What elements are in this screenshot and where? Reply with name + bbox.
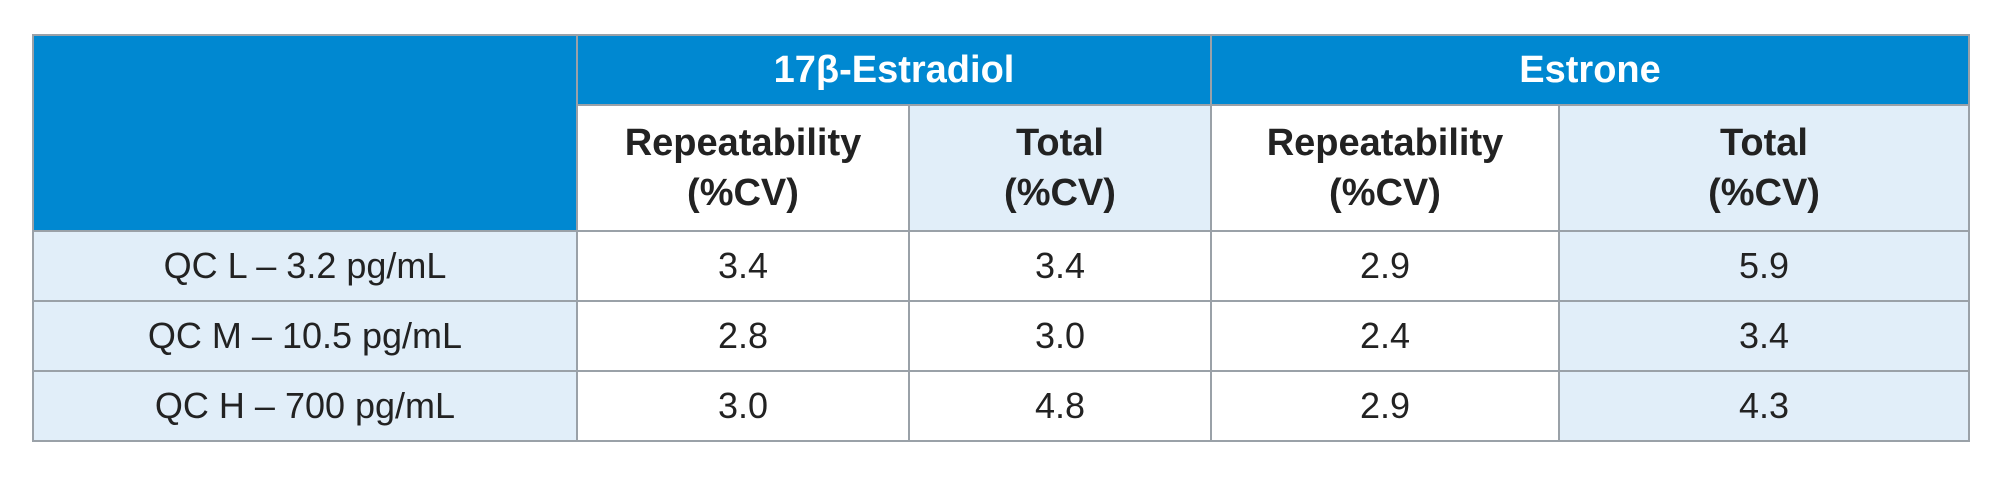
table-cell: 5.9 xyxy=(1557,230,1971,302)
table-cell: 4.3 xyxy=(1557,370,1971,442)
table-cell: 3.4 xyxy=(576,230,910,302)
row-label: QC M – 10.5 pg/mL xyxy=(32,300,578,372)
group-header-row: 17β-Estradiol Estrone xyxy=(32,34,1971,232)
subheader-estradiol-repeatability: Repeatability (%CV) xyxy=(576,104,910,232)
table-row: QC L – 3.2 pg/mL 3.4 3.4 2.9 5.9 xyxy=(32,230,1971,302)
table-cell: 3.4 xyxy=(908,230,1212,302)
table-cell: 2.4 xyxy=(1210,300,1560,372)
subheader-line: Repeatability xyxy=(1266,122,1504,164)
subheader-line: (%CV) xyxy=(1708,172,1820,214)
table-cell: 2.9 xyxy=(1210,230,1560,302)
subheader-row: Repeatability (%CV) Total (%CV) Repeatab… xyxy=(33,104,1971,232)
table-row: QC M – 10.5 pg/mL 2.8 3.0 2.4 3.4 xyxy=(32,300,1971,372)
row-label: QC H – 700 pg/mL xyxy=(32,370,578,442)
table-cell: 3.0 xyxy=(576,370,910,442)
table-cell: 3.0 xyxy=(908,300,1212,372)
table-cell: 2.8 xyxy=(576,300,910,372)
group-header-estrone: Estrone xyxy=(1209,34,1971,106)
table-cell: 4.8 xyxy=(908,370,1212,442)
subheader-estradiol-total: Total (%CV) xyxy=(908,104,1212,232)
table-cell: 3.4 xyxy=(1557,300,1971,372)
corner-cell xyxy=(32,34,578,232)
subheader-line: (%CV) xyxy=(687,172,799,214)
group-header-estradiol: 17β-Estradiol xyxy=(576,34,1212,106)
subheader-line: Total xyxy=(1016,122,1104,164)
subheader-line: Repeatability xyxy=(624,122,862,164)
table-cell: 2.9 xyxy=(1210,370,1560,442)
subheader-estrone-total: Total (%CV) xyxy=(1557,104,1971,232)
precision-table: 17β-Estradiol Estrone Repeatability (%CV… xyxy=(32,34,1971,442)
subheader-line: (%CV) xyxy=(1329,172,1441,214)
subheader-line: (%CV) xyxy=(1004,172,1116,214)
row-label: QC L – 3.2 pg/mL xyxy=(32,230,578,302)
subheader-estrone-repeatability: Repeatability (%CV) xyxy=(1210,104,1560,232)
table-row: QC H – 700 pg/mL 3.0 4.8 2.9 4.3 xyxy=(32,370,1971,442)
subheader-line: Total xyxy=(1720,122,1808,164)
